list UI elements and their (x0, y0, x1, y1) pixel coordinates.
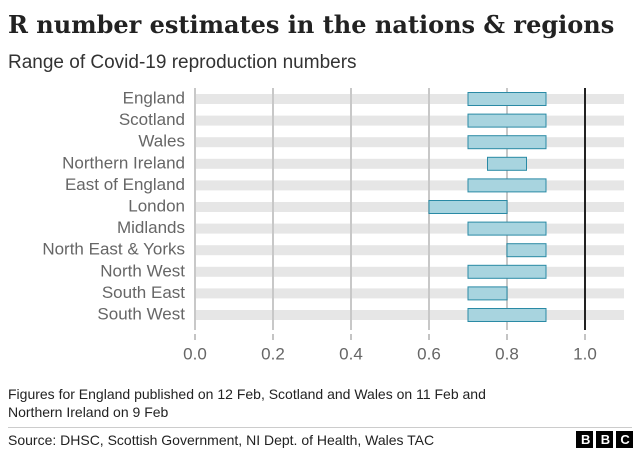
range-bar (428, 200, 508, 214)
y-tick-label: London (128, 196, 185, 215)
chart-title: R number estimates in the nations & regi… (8, 10, 615, 39)
divider (8, 427, 632, 428)
note: Figures for England published on 12 Feb,… (8, 385, 486, 421)
x-tick-label: 0.6 (417, 344, 441, 363)
row-stripe (195, 180, 624, 191)
note-line: Figures for England published on 12 Feb,… (8, 386, 486, 402)
row-stripe (195, 202, 624, 212)
range-bar (467, 308, 547, 322)
range-bar (467, 92, 547, 106)
range-bar (487, 156, 527, 171)
chart-subtitle: Range of Covid-19 reproduction numbers (8, 52, 357, 73)
row-stripe (195, 245, 624, 256)
y-tick-label: South West (97, 304, 185, 323)
row-stripe (195, 158, 624, 169)
row-stripe (195, 94, 624, 104)
chart: 0.0 0.2 0.4 0.6 0.8 1.0 England Scotland Wales No… (42, 88, 624, 363)
row-stripe (195, 115, 624, 126)
x-tick-label: 0.4 (339, 344, 363, 363)
logo: BBC (576, 431, 636, 448)
x-tick-label: 0.8 (495, 344, 519, 363)
y-tick-label: Wales (138, 132, 185, 151)
y-tick-label: South East (102, 283, 185, 302)
x-tick-label: 0.2 (261, 344, 285, 363)
range-bar (467, 135, 547, 150)
x-tick-label: 0.0 (183, 344, 207, 363)
source: Source: DHSC, Scottish Government, NI De… (8, 432, 435, 448)
y-tick-label: Northern Ireland (62, 153, 185, 172)
y-tick-label: North West (100, 261, 185, 280)
row-stripe (195, 266, 624, 277)
range-bar (467, 221, 547, 236)
y-tick-label: North East & Yorks (42, 240, 185, 259)
range-bar (467, 264, 547, 279)
y-tick-label: East of England (65, 175, 185, 194)
y-tick-label: England (123, 88, 185, 107)
range-bar (467, 286, 508, 301)
row-stripe (195, 288, 624, 299)
range-bar (506, 243, 547, 258)
note-line: Northern Ireland on 9 Feb (8, 404, 169, 420)
range-bar (467, 178, 547, 193)
y-tick-label: Scotland (119, 110, 185, 129)
range-bar (467, 113, 547, 128)
x-tick-label: 1.0 (573, 344, 597, 363)
row-stripe (195, 223, 624, 234)
row-stripe (195, 310, 624, 320)
y-tick-label: Midlands (117, 218, 185, 237)
row-stripe (195, 137, 624, 148)
